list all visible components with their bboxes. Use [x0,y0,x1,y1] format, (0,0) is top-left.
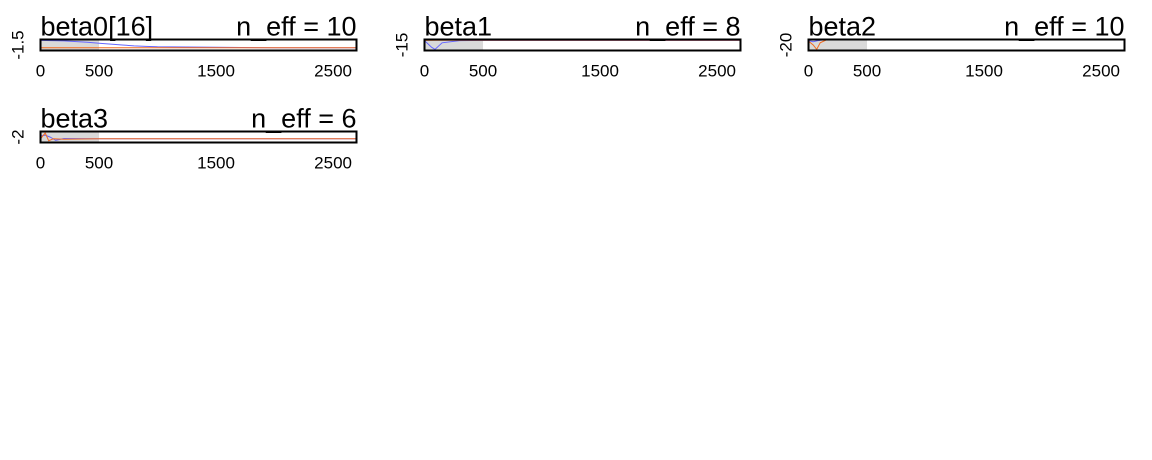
panel-title: beta1 [425,12,493,42]
trace-chain-2 [40,132,357,142]
x-tick-label: 1500 [197,62,235,81]
plot-frame [423,38,742,52]
plot-frame [39,38,358,52]
n-eff-label: n_eff = 10 [1004,12,1124,42]
n-eff-label: n_eff = 6 [251,104,356,134]
panel-title: beta2 [809,12,877,42]
x-tick-label: 1500 [197,154,235,173]
x-tick-label: 2500 [314,62,352,81]
x-tick-label: 500 [85,154,113,173]
y-tick-label: -2 [9,129,28,144]
plot-frame [807,38,1126,52]
panel-2: beta1 n_eff = 8 0 500 1500 2500 -15 [393,12,742,81]
y-tick-label: -20 [777,33,796,58]
plot-frame [39,130,358,144]
x-tick-label: 500 [469,62,497,81]
x-tick-label: 1500 [965,62,1003,81]
x-tick-label: 0 [804,62,813,81]
x-tick-label: 2500 [1082,62,1120,81]
x-tick-label: 0 [420,62,429,81]
warmup-region [40,39,100,51]
n-eff-label: n_eff = 10 [236,12,356,42]
y-tick-label: -15 [393,33,412,58]
warmup-region [40,131,100,143]
x-tick-label: 500 [85,62,113,81]
x-tick-label: 2500 [314,154,352,173]
x-tick-label: 500 [853,62,881,81]
panel-title: beta0[16] [41,12,154,42]
y-tick-label: -1.5 [9,30,28,59]
warmup-region [808,39,868,51]
n-eff-label: n_eff = 8 [635,12,740,42]
warmup-region [424,39,484,51]
panel-3: beta2 n_eff = 10 0 500 1500 2500 -20 [777,12,1126,81]
panel-4: beta3 n_eff = 6 0 500 1500 2500 -2 [9,104,358,173]
panel-title: beta3 [41,104,109,134]
panel-1: beta0[16] n_eff = 10 0 500 1500 2500 -1.5 [9,12,358,81]
x-tick-label: 2500 [698,62,736,81]
x-tick-label: 1500 [581,62,619,81]
x-tick-label: 0 [36,62,45,81]
x-tick-label: 0 [36,154,45,173]
